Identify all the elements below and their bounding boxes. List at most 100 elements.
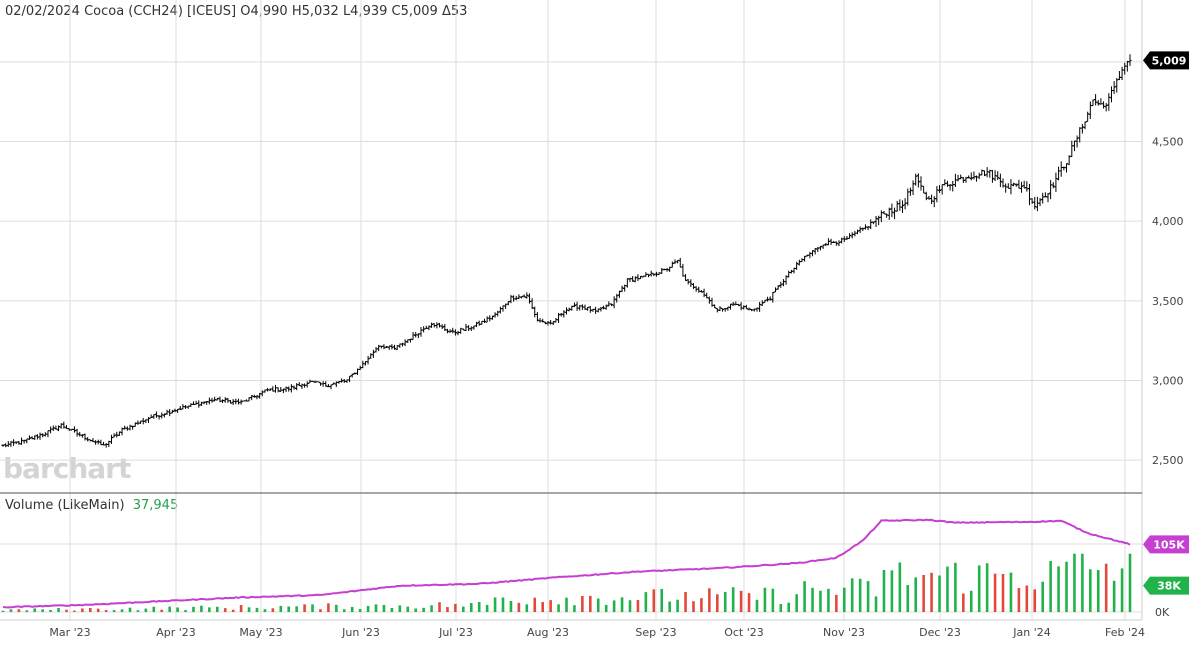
ohlc-bar: [1112, 81, 1116, 94]
ohlc-bar: [715, 308, 719, 313]
volume-bar: [366, 606, 370, 612]
volume-bar: [700, 598, 703, 612]
header-change: Δ53: [441, 4, 468, 19]
ohlc-bar: [922, 185, 926, 194]
x-tick-label: Sep '23: [635, 626, 676, 639]
ohlc-bar: [1041, 192, 1045, 204]
volume-bar: [954, 562, 957, 612]
barchart-logo: barchart: [3, 452, 131, 485]
y-tick-label: 3,000: [1152, 374, 1184, 387]
ohlc-bar: [482, 318, 487, 324]
ohlc-bar: [739, 302, 743, 311]
ohlc-bar: [903, 198, 907, 210]
volume-bar: [771, 588, 775, 612]
volume-bar: [1033, 589, 1037, 612]
volume-bar: [311, 604, 314, 612]
ohlc-bar: [847, 233, 852, 239]
ohlc-bar: [22, 439, 26, 444]
ohlc-bar: [170, 409, 174, 414]
ohlc-bar: [154, 411, 159, 418]
ohlc-bar: [1088, 101, 1092, 120]
volume-bar: [1096, 570, 1100, 612]
volume-bar: [168, 606, 171, 612]
volume-bar: [41, 609, 44, 612]
ohlc-bar: [631, 276, 635, 282]
volume-bar: [350, 606, 354, 612]
volume-bar: [787, 602, 791, 612]
ohlc-bar: [895, 200, 899, 212]
ohlc-bar: [874, 216, 878, 228]
ohlc-bar: [1101, 101, 1106, 109]
ohlc-bar: [583, 304, 587, 311]
volume-bar: [803, 581, 806, 612]
x-tick-label: Aug '23: [527, 626, 569, 639]
y-tick-label: 2,500: [1152, 454, 1184, 467]
x-tick-label: Feb '24: [1105, 626, 1145, 639]
volume-bar: [604, 604, 608, 612]
ohlc-bar: [615, 293, 619, 303]
ohlc-bar: [228, 400, 233, 404]
volume-bar: [1025, 585, 1029, 612]
ohlc-bar: [636, 274, 640, 282]
ohlc-bar: [287, 386, 291, 392]
y-tick-label: 4,500: [1152, 135, 1184, 148]
ohlc-bar: [964, 176, 968, 183]
ohlc-bar: [445, 328, 450, 334]
ohlc-bar: [956, 174, 960, 182]
volume-bar: [231, 609, 235, 612]
ohlc-bar: [787, 270, 791, 278]
volume-bar: [589, 595, 592, 612]
ohlc-bar: [1120, 66, 1124, 80]
volume-bar: [454, 603, 457, 612]
ohlc-bar: [892, 207, 897, 220]
ohlc-bar: [1049, 180, 1053, 200]
ohlc-bar: [943, 179, 947, 186]
volume-average-path: [2, 518, 1131, 609]
volume-bar: [96, 608, 100, 612]
ohlc-bar: [189, 403, 193, 407]
volume-bar: [446, 607, 449, 612]
ohlc-bar: [109, 434, 114, 444]
ohlc-bar: [1011, 182, 1016, 187]
volume-average-line: [2, 518, 1131, 609]
ohlc-bar: [853, 230, 857, 237]
ohlc-bar: [329, 384, 333, 390]
ohlc-bar: [935, 186, 939, 203]
volume-bar: [581, 595, 584, 612]
ohlc-bar: [366, 355, 370, 365]
x-tick-label: Oct '23: [724, 626, 764, 639]
ohlc-bar: [284, 386, 288, 392]
volume-bar: [342, 609, 346, 612]
ohlc-bar: [604, 304, 608, 310]
ohlc-bar: [776, 285, 780, 290]
ohlc-bar: [527, 293, 532, 304]
ohlc-bar: [419, 327, 423, 337]
ohlc-bar: [914, 173, 918, 186]
ohlc-bar: [705, 292, 709, 299]
volume-bar: [422, 607, 425, 612]
ohlc-bar: [210, 397, 214, 403]
ohlc-bar: [387, 345, 391, 350]
volume-bar: [144, 608, 148, 612]
volume-average-tag-text: 105K: [1153, 538, 1185, 551]
volume-bar: [652, 589, 656, 612]
price-bars: [1, 54, 1132, 448]
ohlc-bar: [332, 382, 336, 385]
ohlc-bar: [1086, 111, 1090, 122]
volume-bar: [25, 610, 29, 612]
ohlc-bar: [1035, 196, 1040, 212]
ohlc-bar: [461, 328, 465, 331]
ohlc-bar: [755, 307, 759, 312]
volume-bar: [644, 592, 648, 612]
ohlc-bar: [586, 306, 590, 311]
ohlc-bar: [818, 245, 823, 251]
volume-bar: [898, 562, 902, 612]
volume-bar: [335, 604, 338, 612]
ohlc-bar: [382, 344, 386, 350]
ohlc-bar: [969, 172, 973, 181]
volume-value: 37,945: [132, 498, 179, 513]
ohlc-bar: [1062, 166, 1066, 171]
volume-panel-title: Volume (LikeMain) 37,945: [5, 498, 178, 513]
ohlc-bar: [1030, 198, 1034, 204]
